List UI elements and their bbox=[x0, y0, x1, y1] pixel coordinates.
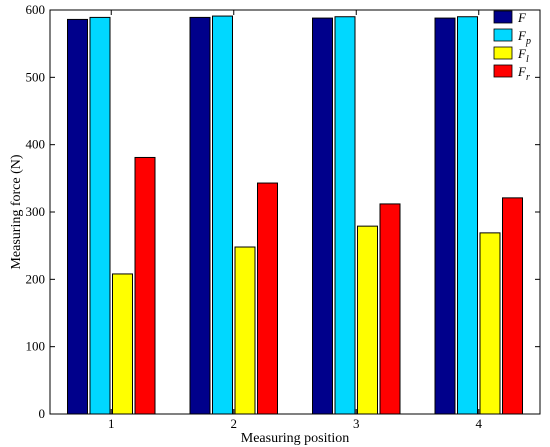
bar-F-pos-4 bbox=[434, 17, 456, 415]
bar-F_p-pos-1 bbox=[89, 16, 111, 415]
y-axis-label: Measuring force (N) bbox=[9, 154, 24, 269]
bar-F_r-pos-4 bbox=[502, 197, 523, 415]
ticks-layer: 0 100 200 300 400 500 600 1 2 3 4 bbox=[26, 2, 540, 431]
legend-label-main: F bbox=[517, 28, 527, 43]
legend-label-main: F bbox=[517, 46, 527, 61]
bar-F_p-pos-3 bbox=[334, 16, 356, 415]
y-tick-label: 200 bbox=[26, 271, 46, 286]
bar-F_p-pos-4 bbox=[457, 16, 478, 415]
bars-layer bbox=[67, 15, 523, 415]
x-tick-label: 1 bbox=[108, 416, 115, 431]
y-tick-label: 500 bbox=[26, 69, 46, 84]
legend-label-subscript: l bbox=[526, 54, 529, 65]
bar-F-pos-3 bbox=[312, 17, 333, 415]
x-tick-label: 2 bbox=[231, 416, 238, 431]
bar-F-pos-1 bbox=[67, 18, 88, 415]
bar-F_r-pos-3 bbox=[379, 203, 401, 415]
x-tick-label: 3 bbox=[353, 416, 360, 431]
bar-F_l-pos-3 bbox=[357, 225, 378, 415]
legend-label-F: F bbox=[517, 10, 527, 25]
legend-swatch-F_r bbox=[493, 64, 513, 78]
x-axis-label: Measuring position bbox=[241, 431, 350, 446]
legend-swatch-F_p bbox=[493, 28, 513, 42]
legend-swatch-F_l bbox=[493, 46, 513, 60]
bar-F_p-pos-2 bbox=[212, 15, 233, 415]
legend-label-F_p: Fp bbox=[517, 28, 531, 47]
legend-label-subscript: p bbox=[525, 36, 531, 47]
y-tick-label: 600 bbox=[26, 2, 46, 17]
legend-swatch-F bbox=[493, 10, 513, 24]
y-tick-label: 0 bbox=[39, 406, 46, 421]
bar-F_r-pos-1 bbox=[134, 156, 156, 415]
y-tick-label: 100 bbox=[26, 339, 46, 354]
legend-label-F_r: Fr bbox=[517, 64, 530, 83]
x-tick-label: 4 bbox=[476, 416, 483, 431]
bar-F_l-pos-1 bbox=[112, 273, 133, 415]
bar-F-pos-2 bbox=[189, 16, 211, 415]
bar-F_l-pos-2 bbox=[234, 246, 256, 415]
legend-label-F_l: Fl bbox=[517, 46, 529, 65]
legend-label-main: F bbox=[517, 64, 527, 79]
bar-F_r-pos-2 bbox=[257, 182, 278, 415]
bar-F_l-pos-4 bbox=[479, 232, 501, 415]
y-tick-label: 400 bbox=[26, 137, 46, 152]
legend-label-main: F bbox=[517, 10, 527, 25]
y-tick-label: 300 bbox=[26, 204, 46, 219]
legend-label-subscript: r bbox=[526, 72, 530, 83]
